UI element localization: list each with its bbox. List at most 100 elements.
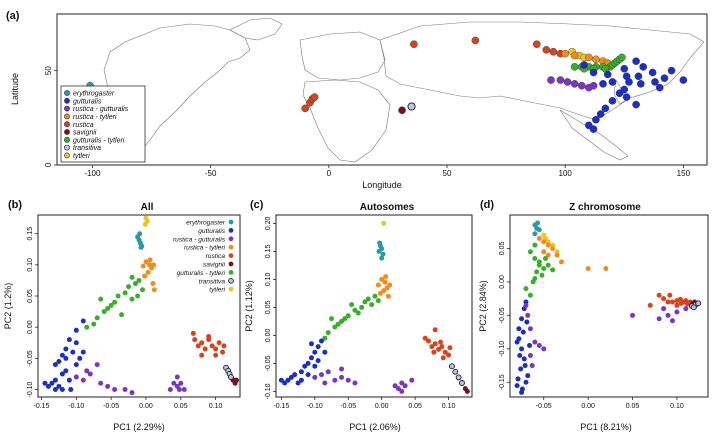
point-rustica	[213, 352, 219, 358]
legend-marker-gutturalis	[228, 228, 234, 233]
point-rustica-gutturalis	[589, 81, 598, 90]
point-gutturalis	[519, 346, 525, 352]
point-gutturalis-tytleri	[355, 310, 361, 316]
point-rustica	[677, 296, 683, 302]
point-gutturalis-tytleri	[345, 313, 351, 319]
legend-marker-erythrogaster	[64, 90, 70, 96]
point-transitiva	[695, 300, 702, 307]
point-gutturalis	[59, 387, 65, 393]
point-gutturalis-tytleri	[527, 292, 533, 298]
point-gutturalis	[603, 70, 612, 79]
panel-d-pca-z: (d) Z chromosome -0.05 0.00 0.05 0.10-0.15-…	[478, 199, 709, 432]
legend-label: transitiva	[73, 145, 101, 152]
point-rustica-gutturalis	[529, 363, 535, 369]
point-rustica-gutturalis	[174, 374, 180, 380]
point-gutturalis	[63, 355, 69, 361]
point-gutturalis-tytleri	[135, 293, 141, 299]
point-gutturalis-tytleri	[94, 315, 100, 321]
legend-label: gutturalis	[73, 98, 102, 105]
point-rustica-gutturalis	[661, 306, 667, 312]
point-rustica-gutturalis	[318, 372, 324, 378]
point-erythrogaster	[532, 231, 538, 237]
point-gutturalis	[278, 377, 284, 383]
point-rustica-gutturalis	[98, 380, 104, 386]
point-gutturalis	[45, 383, 51, 389]
point-gutturalis	[622, 93, 631, 101]
point-gutturalis-tytleri	[115, 293, 121, 299]
point-transitiva	[455, 374, 462, 381]
point-rustica	[422, 335, 428, 341]
point-gutturalis	[52, 362, 58, 368]
point-gutturalis	[519, 386, 525, 392]
point-gutturalis-tytleri	[618, 53, 626, 62]
panel-c-title: Autosomes	[360, 202, 415, 213]
panel-a-map: (a) -100 -50 0 50 100 150 0 50 Longitude Latitu…	[6, 10, 708, 190]
point-rustica	[192, 337, 198, 343]
point-gutturalis-tytleri	[365, 296, 371, 302]
point-gutturalis-tytleri	[84, 324, 90, 330]
x-tick-label: -0.05	[536, 403, 552, 410]
point-gutturalis	[80, 318, 86, 324]
point-rustica-tytleri	[140, 263, 146, 269]
point-transitiva	[448, 363, 455, 370]
panel-a-ticks: -100 -50 0 50 100 150 0 50	[44, 66, 691, 178]
point-gutturalis	[592, 115, 600, 124]
point-rustica-gutturalis	[536, 342, 542, 348]
point-gutturalis	[599, 80, 607, 88]
point-erythrogaster	[380, 251, 386, 257]
point-gutturalis-tytleri	[105, 305, 111, 311]
point-rustica-tytleri	[570, 51, 579, 60]
point-gutturalis-tytleri	[532, 242, 538, 248]
point-gutturalis-tytleri	[112, 299, 118, 305]
point-rustica-gutturalis	[402, 383, 408, 389]
panel-c-frame	[275, 214, 473, 398]
point-gutturalis	[70, 349, 76, 355]
point-rustica-tytleri	[561, 49, 569, 58]
point-gutturalis-tytleri	[119, 312, 125, 318]
point-gutturalis	[655, 83, 664, 92]
point-gutturalis-tytleri	[534, 269, 540, 275]
y-tick-label: 0.15	[265, 244, 272, 258]
point-transitiva	[452, 368, 459, 375]
y-tick-label: -0.05	[27, 350, 34, 366]
point-rustica-gutturalis	[325, 369, 331, 375]
point-gutturalis	[42, 380, 48, 386]
x-tick-label: 0	[327, 169, 332, 178]
point-gutturalis-tytleri	[536, 259, 542, 265]
point-rustica	[674, 302, 680, 308]
point-gutturalis-tytleri	[352, 307, 358, 313]
point-gutturalis-tytleri	[91, 321, 97, 327]
y-tick-label: -0.10	[265, 383, 272, 399]
point-rustica-tytleri	[385, 293, 391, 299]
point-rustica-tytleri	[545, 242, 551, 248]
point-gutturalis-tytleri	[541, 266, 547, 272]
point-gutturalis	[292, 372, 298, 378]
point-rustica-tytleri	[541, 249, 547, 255]
point-rustica	[432, 341, 438, 347]
point-gutturalis	[620, 64, 629, 73]
y-tick-label: -0.05	[265, 355, 272, 371]
point-gutturalis	[282, 380, 288, 386]
point-rustica-gutturalis	[84, 368, 90, 374]
point-transitiva	[227, 374, 234, 381]
point-gutturalis	[521, 356, 527, 362]
point-erythrogaster	[535, 220, 541, 226]
legend-label: rustica	[206, 253, 226, 260]
point-gutturalis	[66, 377, 72, 383]
point-gutturalis	[77, 355, 83, 361]
point-rustica-gutturalis	[525, 312, 531, 318]
point-rustica-gutturalis	[112, 387, 118, 393]
point-rustica	[436, 346, 442, 352]
y-tick-label: 0.05	[499, 242, 506, 256]
point-rustica	[216, 340, 222, 346]
point-gutturalis	[52, 387, 58, 393]
point-rustica-gutturalis	[541, 346, 547, 352]
point-rustica-gutturalis	[577, 81, 586, 90]
panel-d-label: (d)	[480, 199, 494, 211]
point-rustica	[440, 355, 446, 361]
point-rustica-gutturalis	[523, 302, 529, 308]
legend-label: rustica	[73, 122, 94, 129]
point-gutturalis-tytleri	[98, 296, 104, 302]
point-gutturalis	[634, 72, 643, 81]
point-gutturalis	[298, 377, 304, 383]
